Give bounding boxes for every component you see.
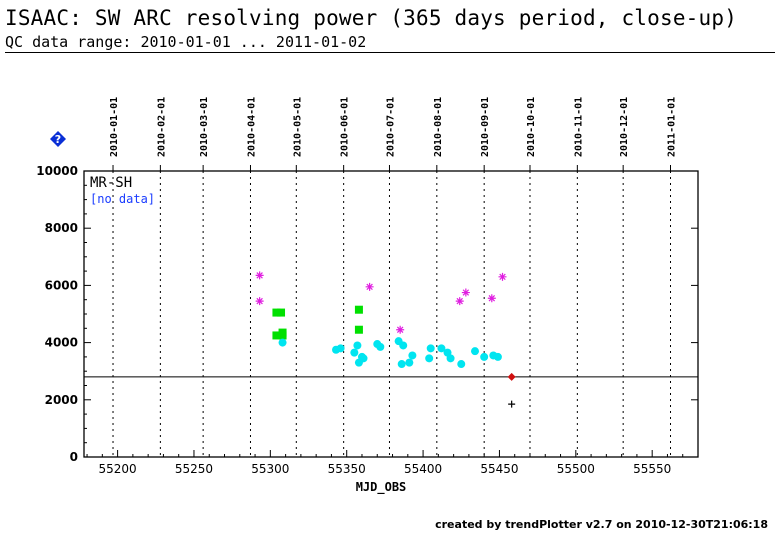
data-point-circle [446, 354, 455, 363]
date-tick-label: 2010-01-01 [109, 97, 120, 157]
data-point-circle [278, 338, 287, 347]
data-point-circle [426, 344, 435, 353]
marks-layer [255, 271, 516, 408]
ticks-layer: 2010-01-01 2010-02-01 2010-03-01 2010-04-01… [36, 97, 699, 476]
data-point-star [396, 325, 405, 334]
data-point-star [487, 294, 496, 303]
data-point-circle [405, 358, 414, 367]
plot-frame [83, 170, 699, 458]
data-point-square [278, 331, 287, 340]
y-tick-label: 6000 [45, 278, 78, 292]
date-tick-label: 2010-02-01 [156, 97, 167, 157]
y-tick-label: 4000 [45, 336, 78, 350]
date-tick-label: 2010-09-01 [480, 97, 491, 157]
help-icon-glyph: ? [55, 133, 61, 146]
x-tick-label: 55300 [251, 462, 289, 476]
legend-label: MR-SH [90, 175, 132, 191]
data-point-star [255, 297, 264, 306]
data-point-circle [408, 351, 417, 360]
legend-status: [no data] [90, 192, 155, 206]
x-tick-label: 55350 [328, 462, 366, 476]
data-point-star [255, 271, 264, 280]
data-point-circle [471, 347, 480, 356]
help-icon[interactable]: ? [50, 131, 66, 147]
x-tick-label: 55400 [404, 462, 442, 476]
data-point-circle [437, 344, 446, 353]
data-point-plus [508, 400, 516, 408]
y-tick-label: 8000 [45, 221, 78, 235]
date-tick-label: 2010-07-01 [385, 97, 396, 157]
date-tick-label: 2010-11-01 [573, 97, 584, 157]
data-point-circle [399, 341, 408, 350]
data-point-circle [350, 348, 359, 357]
data-point-circle [359, 354, 368, 363]
x-axis-label: MJD_OBS [356, 480, 407, 495]
date-tick-label: 2010-03-01 [199, 97, 210, 157]
date-tick-label: 2011-01-01 [667, 97, 678, 157]
help-icon-diamond [50, 131, 66, 147]
grid-layer [112, 171, 672, 457]
date-tick-label: 2010-10-01 [526, 97, 537, 157]
data-point-square [272, 331, 281, 340]
data-point-circle [336, 344, 345, 353]
footer-credit: created by trendPlotter v2.7 on 2010-12-… [435, 518, 768, 531]
title-divider [5, 52, 775, 53]
date-tick-label: 2010-06-01 [340, 97, 351, 157]
data-point-square [272, 308, 281, 317]
x-tick-label: 55500 [557, 462, 595, 476]
x-tick-label: 55250 [175, 462, 213, 476]
data-point-square [277, 308, 286, 317]
x-tick-label: 55200 [99, 462, 137, 476]
data-point-circle [376, 342, 385, 351]
data-point-circle [353, 341, 362, 350]
y-tick-label: 2000 [45, 393, 78, 407]
data-point-circle [425, 354, 434, 363]
date-tick-label: 2010-04-01 [246, 97, 257, 157]
data-point-star [461, 288, 470, 297]
data-point-diamond [507, 372, 516, 381]
qc-data-range: QC data range: 2010-01-01 ... 2011-01-02 [5, 33, 367, 51]
x-tick-label: 55550 [633, 462, 671, 476]
data-point-star [365, 282, 374, 291]
data-point-circle [480, 352, 489, 361]
data-point-star [455, 297, 464, 306]
data-point-square [354, 305, 363, 314]
y-tick-label: 10000 [36, 164, 78, 178]
date-tick-label: 2010-05-01 [292, 97, 303, 157]
page-title: ISAAC: SW ARC resolving power (365 days … [5, 6, 738, 30]
date-tick-label: 2010-12-01 [619, 97, 630, 157]
data-point-circle [457, 360, 466, 369]
y-tick-label: 0 [70, 450, 78, 464]
data-point-square [354, 325, 363, 334]
x-tick-label: 55450 [480, 462, 518, 476]
date-tick-label: 2010-08-01 [433, 97, 444, 157]
data-point-star [498, 272, 507, 281]
data-point-circle [397, 360, 406, 369]
data-point-circle [493, 352, 502, 361]
